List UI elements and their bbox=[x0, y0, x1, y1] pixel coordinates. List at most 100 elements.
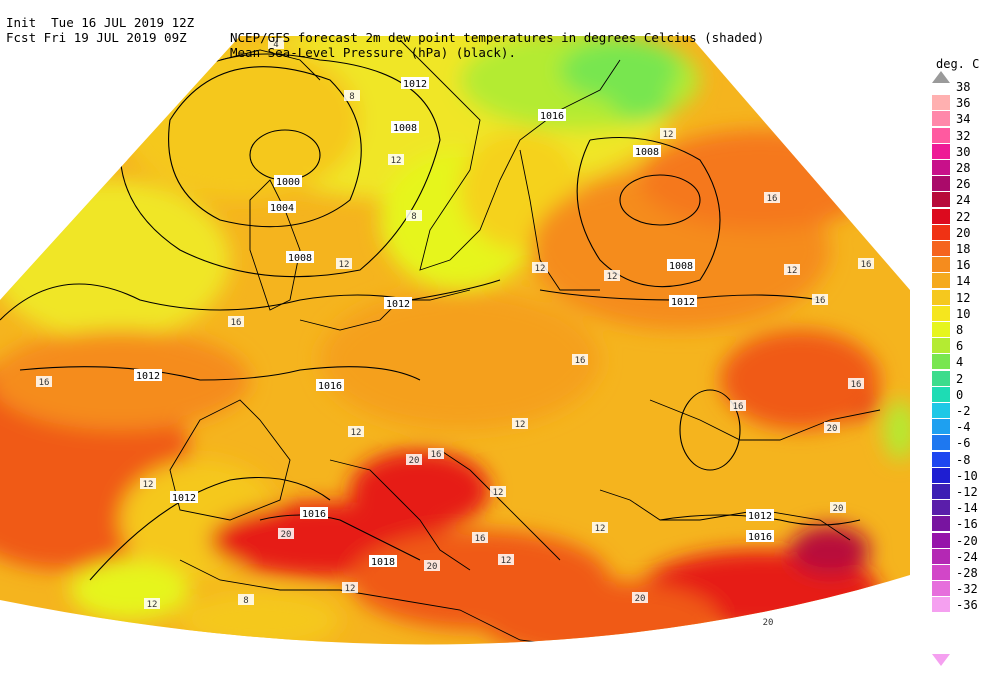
temperature-label: 16 bbox=[472, 532, 488, 544]
legend-level: 2 bbox=[932, 370, 1000, 387]
svg-text:1012: 1012 bbox=[403, 79, 427, 90]
forecast-title: NCEP/GFS forecast 2m dew point temperatu… bbox=[230, 30, 765, 45]
svg-text:16: 16 bbox=[231, 318, 242, 328]
legend-swatch bbox=[932, 241, 950, 256]
legend-swatch bbox=[932, 467, 950, 483]
svg-text:12: 12 bbox=[787, 266, 798, 276]
legend-level: -12 bbox=[932, 484, 1000, 500]
isobar-label: 1004 bbox=[268, 201, 296, 214]
legend-swatch bbox=[932, 565, 950, 580]
legend-level: -2 bbox=[932, 403, 1000, 419]
temperature-label: 12 bbox=[490, 486, 506, 498]
temperature-label: 16 bbox=[848, 378, 864, 390]
isobar-label: 1008 bbox=[391, 121, 419, 134]
legend-level: 34 bbox=[932, 111, 1000, 127]
temperature-label: 16 bbox=[572, 354, 588, 366]
svg-text:8: 8 bbox=[243, 596, 248, 606]
isobar-label: 1016 bbox=[746, 530, 774, 543]
legend-label: 34 bbox=[956, 112, 971, 127]
legend-level: 8 bbox=[932, 322, 1000, 338]
svg-text:16: 16 bbox=[851, 380, 862, 390]
svg-text:1008: 1008 bbox=[393, 123, 417, 134]
temperature-label: 16 bbox=[858, 258, 874, 270]
legend-label: -32 bbox=[956, 582, 978, 597]
temperature-label: 12 bbox=[592, 522, 608, 534]
isobar-label: 1016 bbox=[316, 379, 344, 392]
svg-text:12: 12 bbox=[493, 488, 504, 498]
svg-text:12: 12 bbox=[143, 480, 154, 490]
temperature-label: 8 bbox=[238, 594, 254, 606]
legend-label: 2 bbox=[956, 371, 964, 386]
legend-label: 10 bbox=[956, 306, 971, 321]
svg-text:12: 12 bbox=[607, 272, 618, 282]
legend-level: 36 bbox=[932, 95, 1000, 111]
legend-label: -16 bbox=[956, 517, 978, 532]
temperature-label: 12 bbox=[532, 262, 548, 274]
legend-label: 4 bbox=[956, 355, 964, 370]
pressure-subtitle: Mean Sea-Level Pressure (hPa) (black). bbox=[230, 45, 516, 60]
legend-label: 12 bbox=[956, 290, 971, 305]
legend-label: 24 bbox=[956, 193, 971, 208]
temperature-label: 12 bbox=[140, 478, 156, 490]
temperature-label: 16 bbox=[764, 192, 780, 204]
legend-level: -14 bbox=[932, 500, 1000, 516]
svg-text:16: 16 bbox=[475, 534, 486, 544]
isobar-label: 1012 bbox=[669, 295, 697, 308]
temperature-label: 12 bbox=[512, 418, 528, 430]
svg-text:20: 20 bbox=[427, 562, 438, 572]
legend-level: 26 bbox=[932, 176, 1000, 192]
svg-text:16: 16 bbox=[815, 296, 826, 306]
svg-text:12: 12 bbox=[351, 428, 362, 438]
svg-text:16: 16 bbox=[575, 356, 586, 366]
temperature-label: 12 bbox=[144, 598, 160, 610]
forecast-time-label: Fcst Fri 19 JUL 2019 09Z bbox=[6, 30, 187, 45]
svg-text:16: 16 bbox=[431, 450, 442, 460]
legend-level: 24 bbox=[932, 192, 1000, 208]
temperature-label: 16 bbox=[428, 448, 444, 460]
svg-text:8: 8 bbox=[349, 92, 354, 102]
temperature-label: 12 bbox=[498, 554, 514, 566]
legend-swatch bbox=[932, 435, 950, 451]
svg-text:1012: 1012 bbox=[136, 371, 160, 382]
svg-text:1008: 1008 bbox=[635, 147, 659, 158]
legend-label: -2 bbox=[956, 404, 971, 418]
temperature-label: 8 bbox=[406, 210, 422, 222]
temperature-label: 16 bbox=[812, 294, 828, 306]
legend-label: -8 bbox=[956, 452, 971, 467]
isobar-label: 1016 bbox=[300, 507, 328, 520]
isobar-label: 1008 bbox=[667, 259, 695, 272]
isobar-label: 1008 bbox=[633, 145, 661, 158]
legend-label: 14 bbox=[956, 274, 971, 289]
legend-label: 32 bbox=[956, 128, 971, 143]
legend-level: -24 bbox=[932, 548, 1000, 565]
temperature-label: 20 bbox=[824, 422, 840, 434]
legend-swatch bbox=[932, 532, 950, 548]
temperature-labels: 4 8 12 12 12 16 16 16 16 12 16 12 16 12 20 20 20 20 20 20 16… bbox=[36, 38, 874, 628]
svg-text:12: 12 bbox=[663, 130, 674, 140]
legend-label: 36 bbox=[956, 96, 971, 111]
legend-level: -8 bbox=[932, 451, 1000, 468]
legend-swatch bbox=[932, 176, 950, 192]
legend-level: 38 bbox=[932, 79, 1000, 95]
legend-label: 22 bbox=[956, 209, 971, 224]
svg-text:1016: 1016 bbox=[540, 111, 564, 122]
legend-swatch bbox=[932, 273, 950, 289]
temperature-label: 20 bbox=[278, 528, 294, 540]
svg-text:1012: 1012 bbox=[748, 511, 772, 522]
svg-text:12: 12 bbox=[339, 260, 350, 270]
weather-map: 1012 1008 1000 1004 1008 1012 1016 1012 1016 1018… bbox=[0, 36, 910, 645]
svg-text:20: 20 bbox=[281, 530, 292, 540]
svg-text:12: 12 bbox=[391, 156, 402, 166]
legend-label: -36 bbox=[956, 598, 978, 613]
legend-level: -6 bbox=[932, 435, 1000, 451]
legend-level: 18 bbox=[932, 241, 1000, 257]
temperature-label: 16 bbox=[730, 400, 746, 412]
legend-level: -10 bbox=[932, 467, 1000, 484]
legend-level: 12 bbox=[932, 289, 1000, 306]
svg-text:20: 20 bbox=[635, 594, 646, 604]
legend-label: -28 bbox=[956, 566, 978, 580]
color-legend: deg. C 38 36 34 32 30 28 26 24 22 20 18 16 14 12 10 8 6 4… bbox=[926, 55, 1000, 666]
legend-level: -28 bbox=[932, 565, 1000, 581]
legend-label: -14 bbox=[956, 501, 978, 516]
svg-text:20: 20 bbox=[827, 424, 838, 434]
